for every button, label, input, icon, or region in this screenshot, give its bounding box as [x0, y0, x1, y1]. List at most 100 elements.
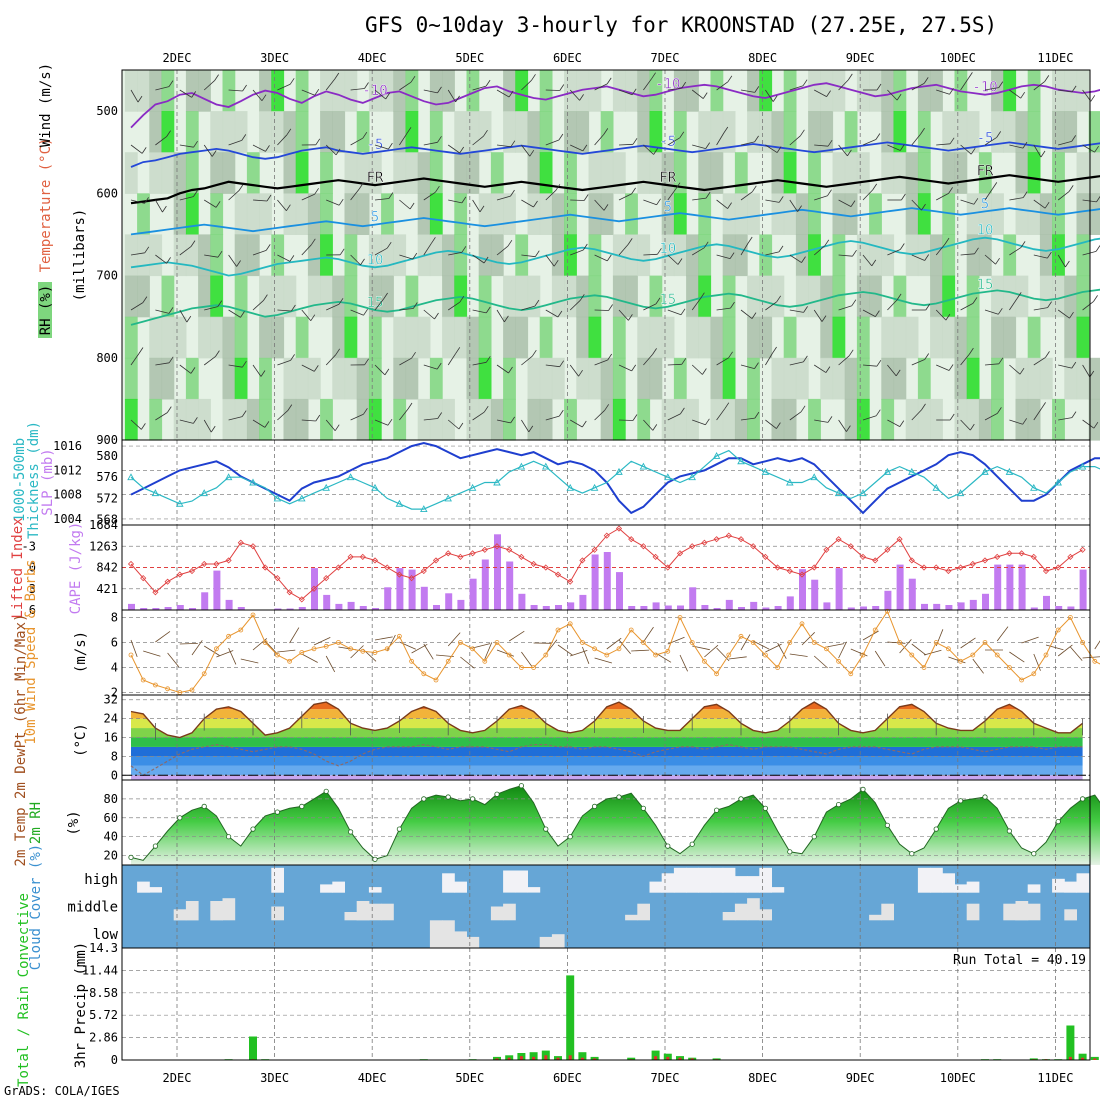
wind-barb-flag	[529, 149, 535, 157]
wind-barb-flag	[578, 369, 583, 377]
wind-barb	[960, 303, 974, 311]
lifted-index-tick: 6	[29, 603, 36, 617]
day-label-bottom: 6DEC	[553, 1071, 582, 1085]
cloud-cell-high	[954, 884, 968, 893]
wind-barb-flag	[263, 294, 268, 301]
rh-cell	[588, 357, 602, 400]
rh-cell	[295, 357, 309, 400]
thickness-tick: 576	[96, 470, 118, 484]
wind-barb-flag	[582, 144, 588, 152]
rh-cell	[198, 275, 211, 318]
rh-cell	[612, 70, 626, 112]
rh-cell	[320, 111, 333, 153]
precip-tick: 2.86	[89, 1031, 118, 1045]
rh-cell	[747, 316, 760, 359]
temp-band	[131, 775, 1083, 780]
rh-cell	[1088, 398, 1100, 441]
isotherm-label: -5	[659, 134, 676, 150]
wind-barb-10m	[289, 627, 300, 644]
rh-cell	[344, 275, 358, 318]
wind-barb-10m	[216, 650, 234, 658]
lifted-index-point	[835, 536, 842, 543]
wind-barb-flag	[652, 348, 657, 355]
wind-barb-flag	[603, 128, 609, 135]
cloud-cell-middle	[173, 909, 187, 921]
day-label-bottom: 11DEC	[1037, 1071, 1073, 1085]
wind-barb-10m	[594, 657, 613, 664]
rh-cell	[503, 111, 516, 153]
wind-barb-10m	[143, 650, 161, 657]
wind-barb	[838, 419, 847, 432]
wind-barb-flag	[166, 406, 172, 413]
rh-cell	[661, 316, 675, 359]
cape-bar	[457, 599, 465, 610]
wind-barb-flag	[334, 424, 340, 431]
isotherm-label: FR	[367, 170, 384, 186]
wind-barb-10m	[301, 653, 318, 663]
lifted-index-tick: -3	[22, 539, 36, 553]
rh-cell	[161, 70, 175, 112]
wind-barb-flag	[386, 241, 392, 249]
rh-cell	[478, 111, 492, 153]
wind-barb-flag	[751, 312, 757, 319]
rh-point	[250, 826, 256, 832]
rh-cell	[1015, 357, 1029, 400]
rh-cell	[722, 275, 736, 318]
wind-speed-point	[445, 658, 451, 664]
lifted-index-point	[1055, 564, 1062, 571]
cloud-cell-high	[320, 884, 333, 893]
wind-barb	[1057, 254, 1066, 268]
cloud-cell-low	[551, 934, 565, 948]
wind-barb	[1009, 144, 1024, 149]
cape-tick: 842	[96, 561, 118, 575]
wind-barb-flag	[948, 187, 953, 194]
isotherm-label: 5	[981, 196, 989, 212]
rh-cell	[637, 152, 651, 194]
wind-barb-flag	[265, 145, 270, 152]
wind-barb	[155, 362, 170, 366]
wind-barb	[740, 89, 755, 93]
rh-point	[445, 794, 451, 800]
cloud-cell-high	[503, 870, 516, 893]
lifted-index-point	[457, 553, 464, 560]
thickness-point	[395, 499, 404, 507]
wind-barb-10m	[484, 642, 493, 660]
wind-barb	[1009, 197, 1024, 201]
rh-cell	[149, 111, 163, 153]
wind-barb-flag	[290, 354, 295, 361]
rh-cell	[490, 152, 504, 194]
wind-barb-flag	[652, 424, 658, 431]
wind-barb-flag	[461, 246, 467, 253]
wind-barb	[203, 144, 213, 157]
wind-barb	[667, 413, 681, 421]
wind-barb-10m	[960, 637, 976, 649]
rh-cell	[930, 70, 943, 112]
wind-barb-flag	[871, 259, 877, 267]
cape-bar	[713, 608, 721, 610]
wind-barb	[838, 79, 849, 91]
wind-barb-flag	[632, 414, 638, 421]
wind-barb-flag	[1071, 85, 1077, 93]
cape-bar	[799, 569, 806, 610]
wind-barb-flag	[186, 315, 192, 323]
wind-barb	[130, 144, 143, 154]
precip-convective-bar	[568, 1055, 572, 1060]
rh-cell	[722, 234, 736, 277]
rh-cell	[185, 111, 199, 153]
cape-bar	[591, 554, 599, 610]
wind-barb-flag	[406, 127, 412, 134]
rh-cell	[173, 316, 187, 359]
wind-barb	[521, 254, 536, 258]
cape-bar	[494, 534, 501, 610]
cape-bar	[860, 606, 867, 610]
wind-barb	[130, 89, 139, 103]
rh-point	[1080, 796, 1086, 802]
wind-barb-10m	[618, 639, 631, 655]
wind-barb-flag	[407, 402, 413, 410]
wind-barb-flag	[335, 148, 341, 156]
rh-point	[933, 826, 939, 832]
wind-barb-flag	[974, 247, 979, 255]
lifted-index-point	[859, 553, 867, 560]
wind-speed-point	[982, 640, 988, 645]
wind-barb	[521, 144, 531, 157]
